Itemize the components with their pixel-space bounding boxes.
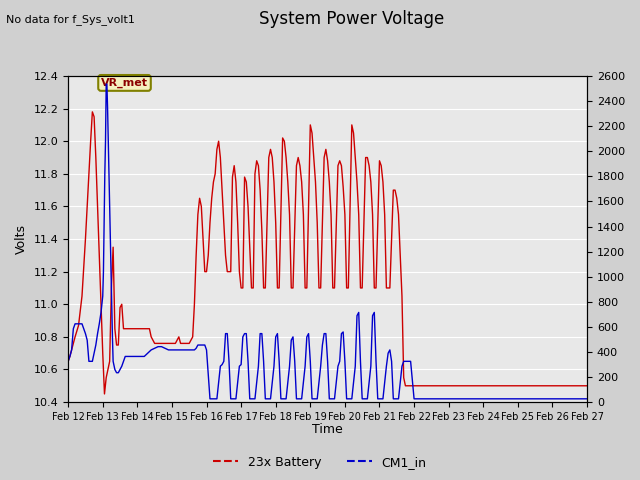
CM1_in [390, 396, 397, 402]
23x Battery [64, 359, 72, 364]
23x Battery [285, 212, 293, 217]
Text: System Power Voltage: System Power Voltage [259, 10, 445, 28]
Line: 23x Battery: 23x Battery [68, 112, 587, 394]
CM1_in [355, 310, 363, 315]
23x Battery [334, 163, 342, 168]
CM1_in [64, 359, 72, 364]
23x Battery [378, 163, 385, 168]
23x Battery [88, 109, 96, 115]
CM1_in [206, 396, 214, 402]
23x Battery [294, 155, 302, 160]
CM1_in [267, 396, 275, 402]
Line: CM1_in: CM1_in [68, 84, 587, 399]
23x Battery [583, 383, 591, 389]
Text: No data for f_Sys_volt1: No data for f_Sys_volt1 [6, 14, 135, 25]
CM1_in [164, 347, 172, 353]
CM1_in [583, 396, 591, 402]
23x Battery [100, 391, 108, 397]
Y-axis label: Volts: Volts [15, 224, 28, 254]
CM1_in [102, 81, 110, 87]
23x Battery [189, 334, 196, 340]
CM1_in [87, 359, 95, 364]
Text: VR_met: VR_met [101, 78, 148, 88]
23x Battery [199, 236, 207, 242]
X-axis label: Time: Time [312, 423, 343, 436]
Legend: 23x Battery, CM1_in: 23x Battery, CM1_in [208, 451, 432, 474]
CM1_in [378, 396, 385, 402]
